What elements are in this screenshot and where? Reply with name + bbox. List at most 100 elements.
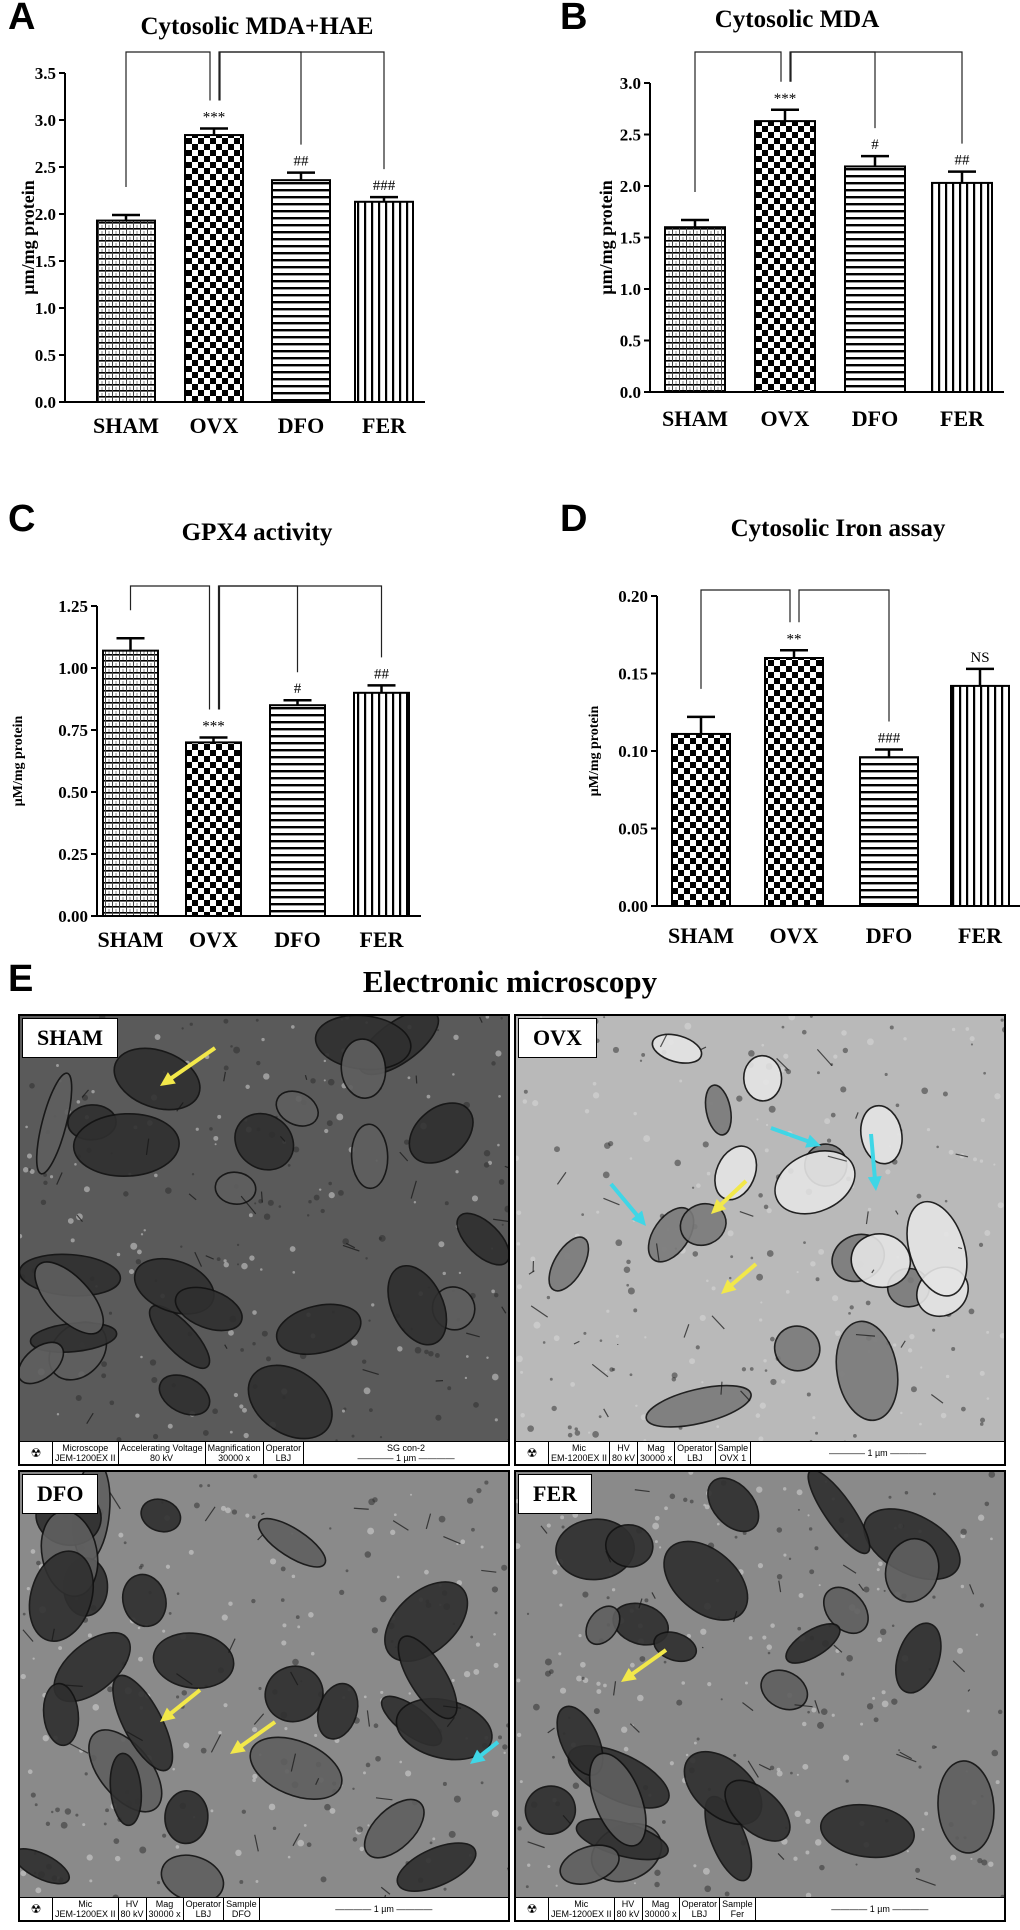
micrograph-image [516, 1472, 1004, 1920]
microscopy-title: Electronic microscopy [362, 964, 658, 999]
chart-c-ytick-label: 0.00 [58, 907, 88, 926]
chart-b-title: Cytosolic MDA [715, 6, 880, 33]
chart-a-category-label: FER [362, 413, 407, 438]
chart-c-ylabel: µM/mg protein [11, 715, 26, 806]
chart-d-category-label: SHAM [668, 923, 734, 948]
info-bar-cell: Operator LBJ [184, 1898, 225, 1920]
micrograph-info-bar: ☢ Mic JEM-1200EX II HV 80 kV Mag 30000 x Operat… [20, 1897, 508, 1920]
chart-c-ytick-label: 0.75 [58, 721, 88, 740]
chart-d-ytick-label: 0.05 [618, 820, 648, 839]
chart-a-category-label: DFO [278, 413, 324, 438]
chart-c-bracket [217, 585, 299, 710]
chart-a-bracket [125, 51, 211, 187]
microscopy-tile-ovx: OVX ☢ Mic EM-1200EX II HV 80 kV Mag 30000 x Oper… [514, 1014, 1006, 1466]
chart-panel-d: Cytosolic Iron assay µM/mg protein 0.00 0.0… [587, 515, 1020, 948]
micrograph-label: DFO [22, 1474, 99, 1514]
chart-a-ylabel: µm/mg protein [18, 180, 38, 295]
chart-d-bar-fer [950, 684, 1010, 908]
chart-b-ylabel: µm/mg protein [596, 180, 616, 295]
chart-a-significance: *** [203, 109, 226, 125]
chart-c-significance: # [294, 681, 302, 697]
chart-c-bar-ovx [185, 741, 242, 918]
chart-b-bar-sham [664, 226, 726, 393]
chart-b-bar-fer [931, 181, 993, 393]
chart-a-bar-dfo [271, 179, 331, 403]
micrograph-label: SHAM [22, 1018, 118, 1058]
chart-d-category-label: FER [958, 923, 1003, 948]
panel-letter-e: E [8, 958, 34, 1000]
chart-b-ytick-label: 0.5 [620, 332, 641, 351]
cyan-arrow-icon [869, 1133, 878, 1182]
micrograph-image [20, 1472, 508, 1920]
scale-bar: SG con-2 ———— 1 µm ———— [304, 1442, 508, 1464]
yellow-arrow-icon [727, 1262, 758, 1290]
chart-c-significance: *** [202, 718, 225, 734]
chart-c-bar-dfo [269, 704, 326, 918]
yellow-arrow-icon [716, 1179, 748, 1209]
info-bar-cell: Sample OVX 1 [716, 1442, 752, 1464]
chart-d-significance: NS [970, 650, 989, 666]
chart-a-bar-fer [354, 200, 414, 403]
chart-c-ytick-label: 1.25 [58, 597, 88, 616]
info-bar-cell: HV 80 kV [119, 1898, 147, 1920]
chart-a-category-label: OVX [190, 413, 239, 438]
microscopy-tile-dfo: DFO ☢ Mic JEM-1200EX II HV 80 kV Mag 30000 x Ope… [18, 1470, 510, 1922]
yellow-arrowhead-icon [230, 1739, 246, 1754]
scale-bar-label: ———— 1 µm ———— [831, 1904, 929, 1914]
info-bar-cell: HV 80 kV [615, 1898, 643, 1920]
chart-b-ytick-label: 0.0 [620, 383, 641, 402]
chart-b-bracket [694, 51, 782, 192]
scale-bar-label: ———— 1 µm ———— [357, 1453, 455, 1463]
chart-b-ytick-label: 1.5 [620, 229, 641, 248]
chart-b-category-label: OVX [761, 406, 810, 431]
chart-c-ytick-label: 1.00 [58, 659, 88, 678]
chart-a-category-label: SHAM [93, 413, 159, 438]
chart-a-ytick-label: 2.5 [35, 158, 56, 177]
chart-b-bar-ovx [754, 120, 816, 394]
microscope-logo-icon: ☢ [516, 1898, 549, 1920]
chart-panel-c: GPX4 activity µM/mg protein 0.00 0.25 0.50 0.… [11, 519, 421, 952]
chart-d-category-label: OVX [770, 923, 819, 948]
chart-panel-a: Cytosolic MDA+HAE µm/mg protein 0.0 0.5 1.0 1… [18, 13, 425, 438]
info-bar-cell: HV 80 kV [610, 1442, 639, 1464]
chart-d-ytick-label: 0.10 [618, 742, 648, 761]
micrograph-info-bar: ☢ Mic JEM-1200EX II HV 80 kV Mag 30000 x Operat… [516, 1897, 1004, 1920]
microscope-logo-icon: ☢ [516, 1442, 549, 1464]
info-bar-cell: Operator LBJ [680, 1898, 721, 1920]
chart-b-ytick-label: 1.0 [620, 280, 641, 299]
yellow-arrow-icon [236, 1720, 277, 1750]
chart-d-category-label: DFO [866, 923, 912, 948]
yellow-arrow-icon [167, 1046, 217, 1082]
chart-a-ytick-label: 3.0 [35, 111, 56, 130]
chart-c-title: GPX4 activity [182, 519, 333, 546]
cyan-arrowhead-icon [867, 1176, 882, 1191]
chart-d-bar-dfo [859, 756, 919, 908]
scale-bar: ———— 1 µm ———— [751, 1442, 1004, 1464]
chart-a-ytick-label: 0.0 [35, 393, 56, 412]
microscopy-tile-sham: SHAM ☢ Microscope JEM-1200EX II Accelerating… [18, 1014, 510, 1466]
chart-d-ytick-label: 0.20 [618, 587, 648, 606]
chart-a-ytick-label: 2.0 [35, 205, 56, 224]
info-bar-cell: Accelerating Voltage 80 kV [119, 1442, 206, 1464]
chart-d-significance: ### [878, 730, 901, 746]
chart-b-significance: ## [955, 153, 971, 169]
scale-bar: ———— 1 µm ———— [756, 1898, 1004, 1920]
panel-letter-d: D [560, 498, 588, 540]
info-bar-cell: Mic JEM-1200EX II [53, 1898, 119, 1920]
chart-b-ytick-label: 2.5 [620, 126, 641, 145]
micrograph-image [516, 1016, 1004, 1464]
chart-c-bar-sham [102, 649, 159, 917]
info-bar-cell: Microscope JEM-1200EX II [53, 1442, 119, 1464]
chart-d-title: Cytosolic Iron assay [731, 515, 946, 542]
chart-c-bracket [129, 585, 211, 710]
info-bar-cell: Operator LBJ [675, 1442, 716, 1464]
micrograph-info-bar: ☢ Mic EM-1200EX II HV 80 kV Mag 30000 x Operato… [516, 1441, 1004, 1464]
cyan-arrowhead-icon [805, 1134, 821, 1148]
chart-d-bracket [700, 589, 791, 689]
chart-b-bar-dfo [844, 165, 906, 393]
chart-a-ytick-label: 0.5 [35, 346, 56, 365]
chart-d-significance: ** [787, 631, 802, 647]
chart-d-bracket [798, 589, 890, 722]
chart-b-significance: *** [774, 91, 797, 107]
